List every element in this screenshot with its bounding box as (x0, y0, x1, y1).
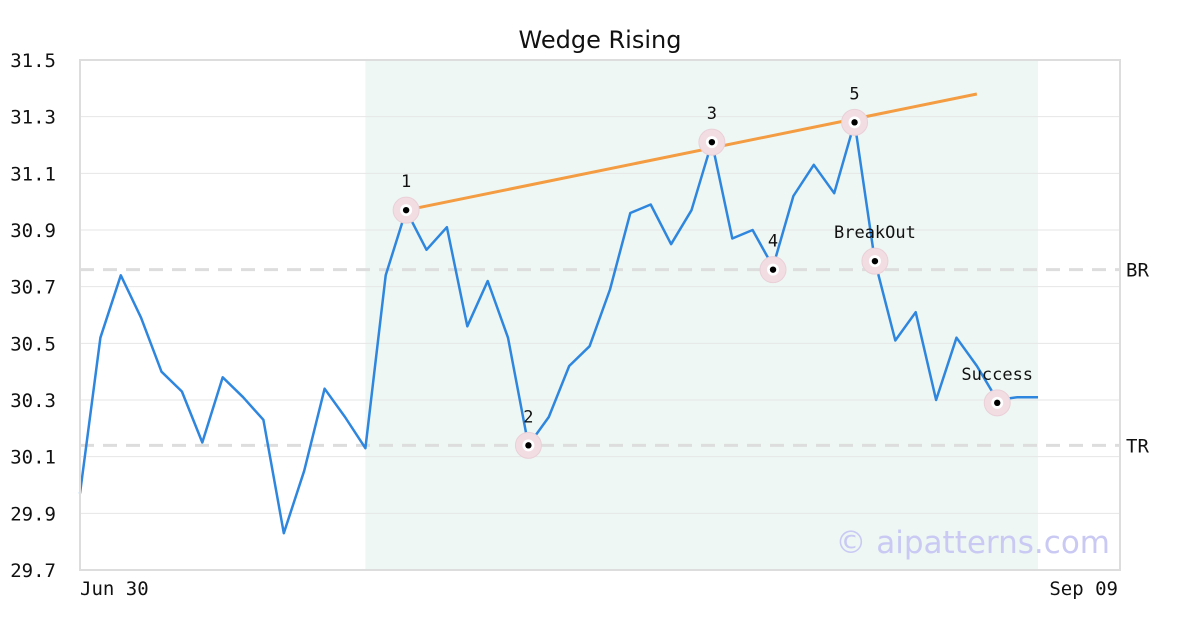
point-marker-dot (851, 119, 858, 126)
point-marker-dot (402, 206, 410, 214)
point-marker-dot (525, 442, 532, 449)
y-tick-label: 29.7 (10, 560, 56, 582)
point-label: 2 (523, 407, 533, 427)
reference-label-tr: TR (1126, 435, 1149, 457)
y-tick-label: 31.3 (10, 107, 56, 129)
point-marker-dot (769, 266, 777, 273)
point-label: Success (961, 365, 1033, 385)
y-tick-label: 31.5 (10, 50, 56, 72)
point-label: BreakOut (834, 223, 916, 243)
point-marker-dot (994, 399, 1001, 407)
y-tick-label: 30.7 (10, 277, 56, 299)
y-tick-label: 30.3 (10, 390, 56, 412)
x-start-label: Jun 30 (80, 578, 149, 600)
watermark: © aipatterns.com (835, 525, 1110, 561)
wedge-upper-trend-line (405, 92, 978, 212)
point-marker-dot (871, 257, 879, 265)
x-end-label: Sep 09 (1049, 578, 1118, 600)
y-tick-label: 30.5 (10, 333, 56, 355)
point-label: 4 (768, 232, 778, 252)
y-tick-label: 30.1 (10, 447, 56, 469)
reference-label-br: BR (1126, 260, 1149, 282)
y-tick-label: 29.9 (10, 503, 56, 525)
pattern-point-markers: 1 2 3 4 5 BreakOut Success (392, 84, 1033, 459)
point-marker-dot (708, 138, 716, 146)
reference-lines: BR TR (80, 260, 1149, 457)
point-label: 1 (401, 172, 411, 192)
y-axis-ticks: 29.7 29.9 30.1 30.3 30.5 30.7 30.9 31.1 31.3 31.5 (10, 50, 56, 582)
y-tick-label: 30.9 (10, 220, 56, 242)
plot-frame (79, 59, 1121, 571)
point-label: 5 (849, 84, 859, 104)
price-series-line (78, 121, 1038, 535)
y-tick-label: 31.1 (10, 163, 56, 185)
point-label: 3 (707, 104, 717, 124)
chart-title: Wedge Rising (519, 26, 682, 54)
